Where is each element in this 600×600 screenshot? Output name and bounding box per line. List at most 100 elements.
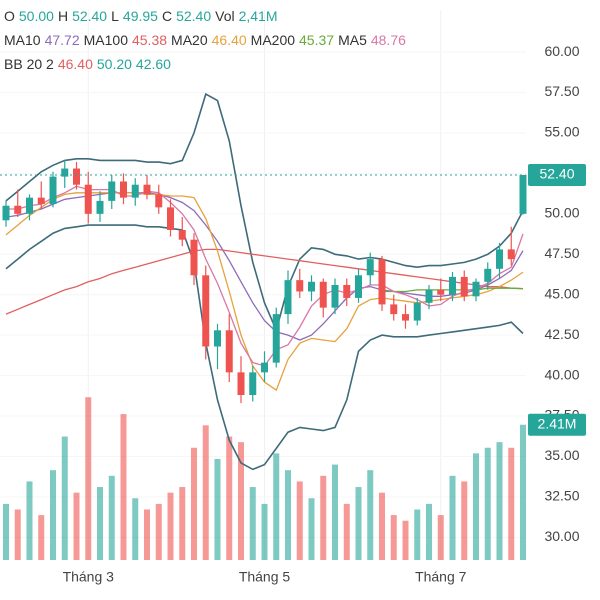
candle-body [237, 372, 245, 395]
volume-bar [191, 447, 197, 560]
ohlc-value: 2,41M [238, 8, 278, 24]
volume-bar [155, 503, 162, 560]
volume-bar [202, 425, 209, 560]
candle-body [84, 184, 92, 214]
candle-body [413, 302, 421, 321]
candle-body [437, 289, 445, 295]
bb-upper-line [5, 92, 524, 333]
candle-body [249, 372, 257, 395]
candle-body [460, 276, 468, 297]
candle-body [73, 168, 80, 185]
volume-bar [379, 492, 385, 560]
y-tick-label: 60.00 [544, 43, 579, 59]
ma-name: MA200 [250, 32, 296, 48]
volume-bar [320, 475, 327, 560]
bb-middle: 46.40 [57, 56, 93, 72]
volume-bar [167, 492, 174, 560]
volume-bar [426, 503, 432, 560]
candle-body [49, 176, 57, 205]
bb-upper: 50.20 [96, 56, 132, 72]
candle-body [37, 197, 45, 205]
bb-lower-line [5, 224, 524, 471]
ohlc-value: 52.40 [176, 8, 212, 24]
ohlc-label: O [4, 8, 15, 24]
bb-name: BB 20 2 [4, 56, 54, 72]
ohlc-label: C [161, 8, 173, 24]
volume-bar [496, 442, 503, 560]
ma-name: MA100 [83, 32, 128, 48]
volume-bar [3, 503, 9, 560]
candle-body [449, 276, 456, 295]
volume-bar [484, 447, 491, 560]
ma-value: 47.72 [44, 32, 80, 48]
volume-bar [296, 481, 303, 560]
candle-body [331, 285, 339, 308]
ma-value: 45.37 [299, 32, 335, 48]
volume-bar [520, 424, 526, 560]
volume-bar [214, 458, 221, 560]
volume-bar [473, 453, 479, 560]
ohlc-label: Vol [215, 8, 235, 24]
candle-body [366, 259, 374, 276]
volume-bar [367, 470, 374, 560]
candle-body [202, 275, 210, 347]
volume-bar [261, 503, 268, 560]
candle-body [519, 175, 527, 214]
ohlc-value: 52.40 [72, 8, 108, 24]
candle-body [120, 181, 127, 198]
volume-bar [461, 481, 468, 560]
candle-body [167, 207, 174, 230]
volume-bar [38, 515, 45, 560]
volume-bar [355, 487, 362, 560]
ma-header: MA10 47.72 MA100 45.38 MA20 46.40 MA200 45.37 MA… [4, 32, 410, 48]
volume-bar [449, 475, 456, 560]
last-volume-tag [528, 413, 586, 436]
volume-bar [308, 498, 315, 560]
candle-body [143, 184, 151, 195]
candle-body [296, 280, 304, 292]
volume-bar [14, 509, 21, 560]
candle-body [484, 268, 492, 282]
ma-name: MA20 [171, 32, 208, 48]
volume-bar [390, 515, 397, 560]
volume-bar [144, 509, 150, 560]
candle-body [272, 314, 280, 363]
candle-body [402, 314, 409, 321]
ohlc-header: O 50.00 H 52.40 L 49.95 C 52.40 Vol 2,41M [4, 8, 282, 24]
candle-body [472, 281, 480, 297]
ma-value: 45.38 [131, 32, 168, 48]
volume-bar [238, 442, 244, 560]
ma-value: 48.76 [370, 32, 406, 48]
candle-body [61, 168, 69, 177]
candle-body [190, 239, 198, 276]
ma-name: MA10 [4, 32, 41, 48]
candle-body [131, 184, 139, 198]
candle-body [390, 304, 398, 315]
bb-lower: 42.60 [135, 56, 171, 72]
y-tick-label: 50.00 [544, 205, 579, 221]
volume-bar [414, 509, 421, 560]
volume-bar [61, 436, 68, 560]
x-tick-label: Tháng 5 [239, 569, 291, 585]
volume-bar [97, 487, 103, 560]
volume-bar [402, 520, 409, 560]
volume-bar [50, 470, 56, 560]
y-tick-label: 30.00 [544, 528, 579, 544]
y-tick-label: 35.00 [544, 447, 579, 463]
candle-body [214, 330, 221, 347]
y-tick-label: 32.50 [544, 488, 579, 504]
volume-bar [508, 447, 515, 560]
volume-bar [120, 414, 127, 560]
y-tick-label: 57.50 [544, 83, 579, 99]
y-tick-label: 55.00 [544, 124, 579, 140]
candle-body [507, 249, 515, 260]
volume-bar [132, 498, 139, 560]
volume-bar [179, 487, 186, 560]
candle-body [14, 205, 22, 214]
ma-value: 46.40 [211, 32, 247, 48]
volume-bar [226, 436, 233, 560]
ma-name: MA5 [338, 32, 367, 48]
volume-bar [343, 503, 350, 560]
volume-bar [437, 515, 444, 560]
